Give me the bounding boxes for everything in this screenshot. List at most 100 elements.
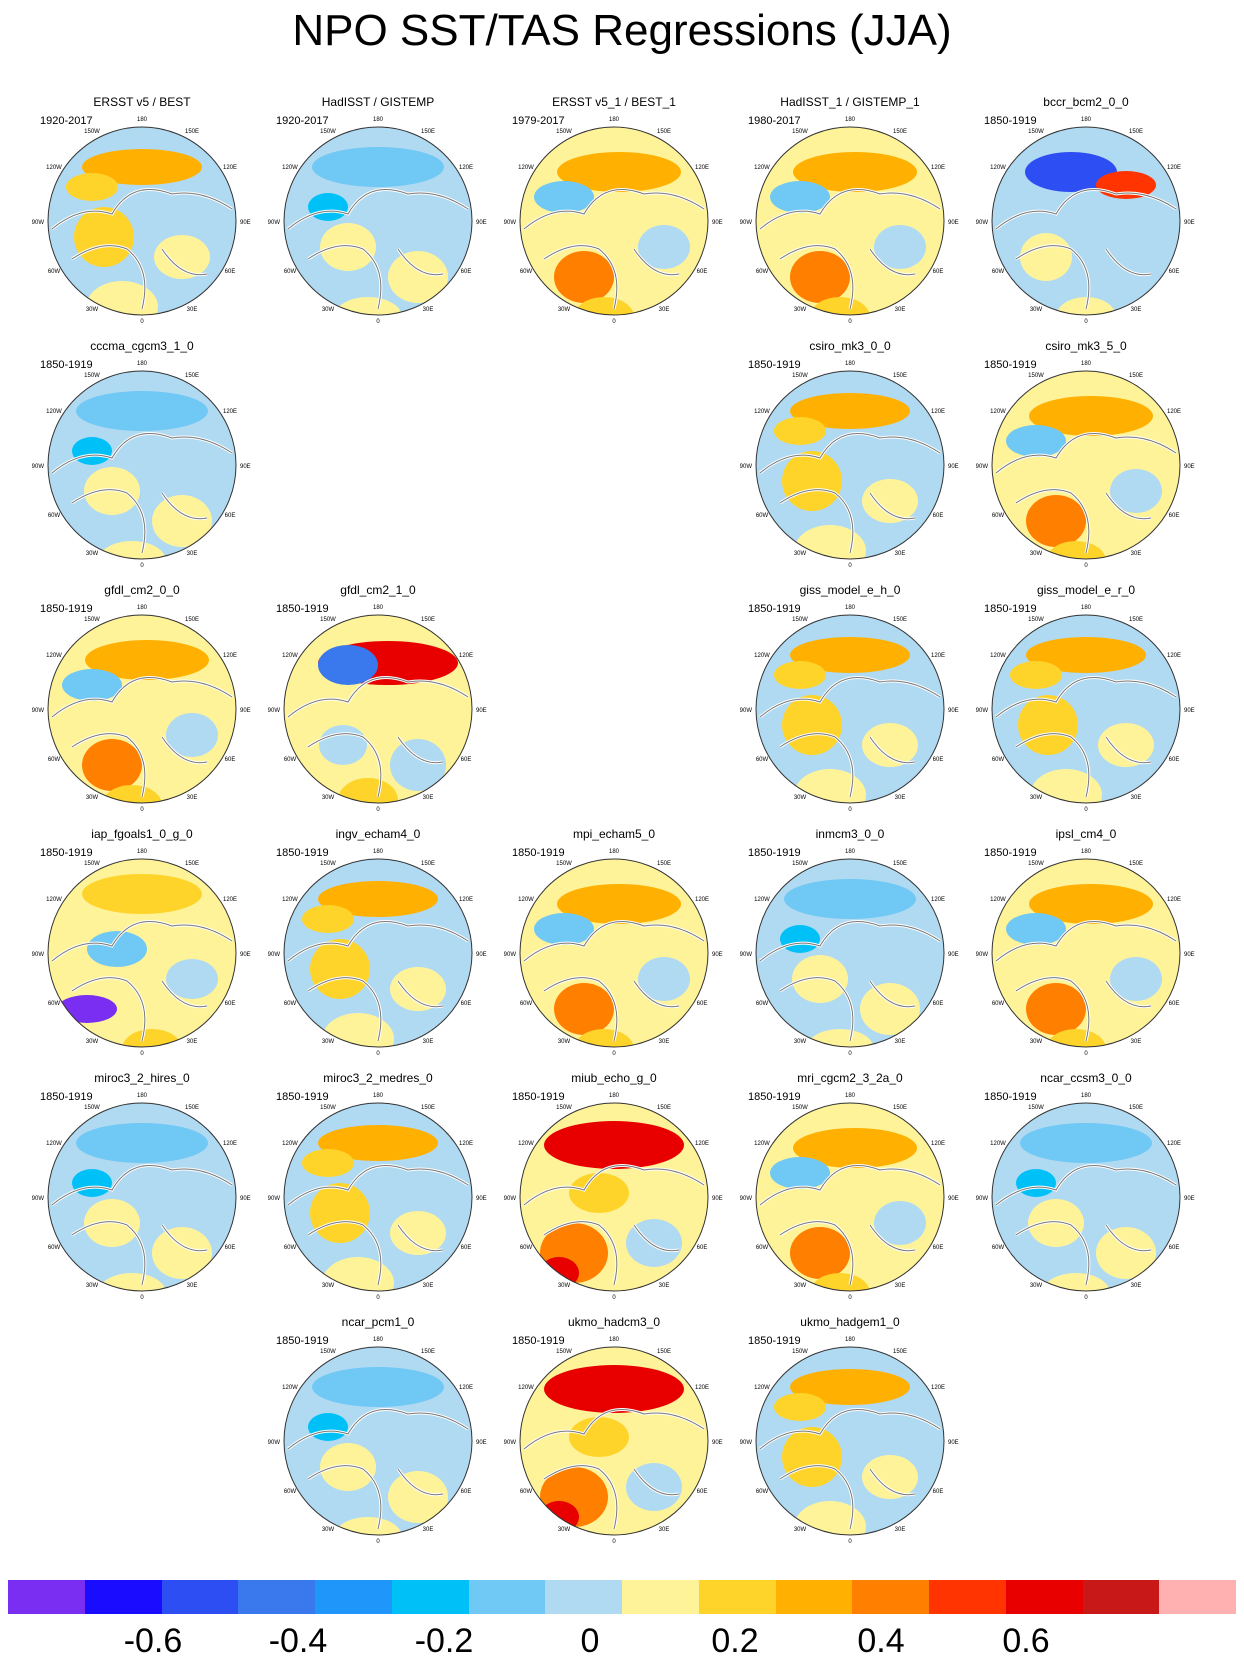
map-panel: giss_model_e_h_0 180 150W 150E 120W 120E 90W 90… bbox=[740, 583, 960, 823]
longitude-label: 30W bbox=[794, 795, 807, 801]
longitude-label: 90W bbox=[976, 708, 988, 714]
longitude-label: 0 bbox=[1084, 1295, 1088, 1301]
longitude-label: 120W bbox=[46, 409, 62, 415]
longitude-label: 150E bbox=[185, 373, 199, 379]
longitude-label: 90E bbox=[712, 1440, 723, 1446]
longitude-label: 180 bbox=[137, 849, 148, 855]
anomaly-region bbox=[122, 1029, 182, 1047]
anomaly-region bbox=[534, 913, 594, 945]
anomaly-region bbox=[794, 769, 866, 803]
longitude-label: 150W bbox=[556, 1349, 572, 1355]
coastline bbox=[995, 921, 1177, 1042]
anomaly-region bbox=[86, 281, 158, 315]
longitude-label: 120W bbox=[282, 897, 298, 903]
longitude-label: 180 bbox=[137, 117, 148, 123]
longitude-label: 30W bbox=[558, 307, 571, 313]
longitude-label: 150W bbox=[84, 861, 100, 867]
coastline bbox=[523, 921, 705, 1042]
longitude-label: 90E bbox=[1184, 464, 1195, 470]
longitude-label: 60W bbox=[756, 757, 769, 763]
longitude-label: 150E bbox=[421, 1105, 435, 1111]
colorbar-tick: -0.4 bbox=[268, 1622, 328, 1660]
map-boundary bbox=[47, 614, 237, 804]
longitude-label: 150E bbox=[893, 1349, 907, 1355]
anomaly-region bbox=[1098, 723, 1154, 767]
anomaly-region bbox=[1056, 297, 1116, 315]
panel-years: 1850-1919 bbox=[512, 1091, 565, 1103]
anomaly-region bbox=[66, 173, 118, 201]
longitude-label: 0 bbox=[376, 1539, 380, 1545]
anomaly-region bbox=[790, 251, 850, 303]
coastline bbox=[287, 189, 469, 310]
map-boundary bbox=[755, 858, 945, 1048]
longitude-label: 90W bbox=[976, 952, 988, 958]
coastline bbox=[759, 189, 941, 310]
longitude-label: 150E bbox=[421, 129, 435, 135]
longitude-label: 60W bbox=[520, 1489, 533, 1495]
panel-title: ipsl_cm4_0 bbox=[1055, 827, 1117, 841]
anomaly-region bbox=[308, 193, 348, 221]
anomaly-region bbox=[308, 1413, 348, 1441]
panel-title: csiro_mk3_0_0 bbox=[809, 339, 891, 353]
longitude-label: 30W bbox=[1030, 1283, 1043, 1289]
map-panel: mpi_echam5_0 180 150W 150E 120W 120E 90W 90E 60W… bbox=[504, 827, 724, 1067]
longitude-label: 90W bbox=[268, 220, 280, 226]
longitude-label: 30E bbox=[187, 795, 198, 801]
polar-map: 180 150W 150E 120W 120E 90W 90E 60W 60E 30W 30E 0 bbox=[740, 849, 959, 1057]
anomaly-region bbox=[574, 1029, 634, 1047]
longitude-label: 150W bbox=[1028, 1105, 1044, 1111]
anomaly-region bbox=[87, 931, 147, 967]
anomaly-region bbox=[569, 1417, 629, 1457]
map-panel: csiro_mk3_0_0 180 150W 150E 120W 120E 90W 90E 60… bbox=[740, 339, 960, 579]
anomaly-region bbox=[1110, 469, 1162, 513]
longitude-label: 30E bbox=[1131, 1039, 1142, 1045]
longitude-label: 180 bbox=[373, 1337, 384, 1343]
longitude-label: 60W bbox=[992, 1001, 1005, 1007]
longitude-label: 180 bbox=[137, 361, 148, 367]
anomaly-region bbox=[782, 1427, 842, 1487]
longitude-label: 30W bbox=[86, 1283, 99, 1289]
anomaly-region bbox=[310, 1183, 370, 1243]
longitude-label: 30E bbox=[187, 1039, 198, 1045]
longitude-label: 120W bbox=[990, 165, 1006, 171]
anomaly-region bbox=[1026, 495, 1086, 547]
map-panel: ERSST v5 / BEST 180 150W 150E 120W 120E 90W 90E… bbox=[32, 95, 252, 335]
anomaly-region bbox=[793, 152, 917, 192]
longitude-label: 30E bbox=[895, 795, 906, 801]
longitude-label: 60W bbox=[520, 1001, 533, 1007]
anomaly-region bbox=[390, 967, 446, 1011]
map-boundary bbox=[755, 614, 945, 804]
longitude-label: 120W bbox=[46, 1141, 62, 1147]
anomaly-region bbox=[1010, 661, 1062, 689]
anomaly-region bbox=[322, 1013, 394, 1047]
polar-map: 180 150W 150E 120W 120E 90W 90E 60W 60E 30W 30E 0 bbox=[268, 849, 487, 1057]
longitude-label: 120W bbox=[990, 1141, 1006, 1147]
longitude-label: 120W bbox=[46, 165, 62, 171]
anomaly-region bbox=[554, 251, 614, 303]
longitude-label: 0 bbox=[1084, 1051, 1088, 1057]
longitude-label: 180 bbox=[609, 1093, 620, 1099]
longitude-label: 150W bbox=[84, 617, 100, 623]
panel-title: giss_model_e_h_0 bbox=[799, 583, 901, 597]
colorbar-swatch bbox=[84, 1580, 162, 1614]
coastline bbox=[995, 189, 1177, 310]
longitude-label: 150W bbox=[320, 129, 336, 135]
longitude-label: 90E bbox=[476, 1440, 487, 1446]
longitude-label: 30E bbox=[895, 307, 906, 313]
map-boundary bbox=[47, 126, 237, 316]
longitude-label: 90E bbox=[240, 708, 251, 714]
anomaly-region bbox=[1016, 1169, 1056, 1197]
longitude-label: 30W bbox=[558, 1039, 571, 1045]
longitude-label: 90W bbox=[32, 220, 44, 226]
colorbar-tick: 0.2 bbox=[711, 1622, 759, 1660]
longitude-label: 60E bbox=[225, 269, 236, 275]
longitude-label: 150E bbox=[657, 861, 671, 867]
polar-map: 180 150W 150E 120W 120E 90W 90E 60W 60E 30W 30E 0 bbox=[504, 1337, 723, 1545]
longitude-label: 180 bbox=[1081, 849, 1092, 855]
longitude-label: 120E bbox=[931, 897, 945, 903]
longitude-label: 150E bbox=[657, 129, 671, 135]
panel-title: miub_echo_g_0 bbox=[571, 1071, 657, 1085]
anomaly-region bbox=[557, 884, 681, 924]
longitude-label: 90W bbox=[268, 1440, 280, 1446]
longitude-label: 90E bbox=[712, 952, 723, 958]
